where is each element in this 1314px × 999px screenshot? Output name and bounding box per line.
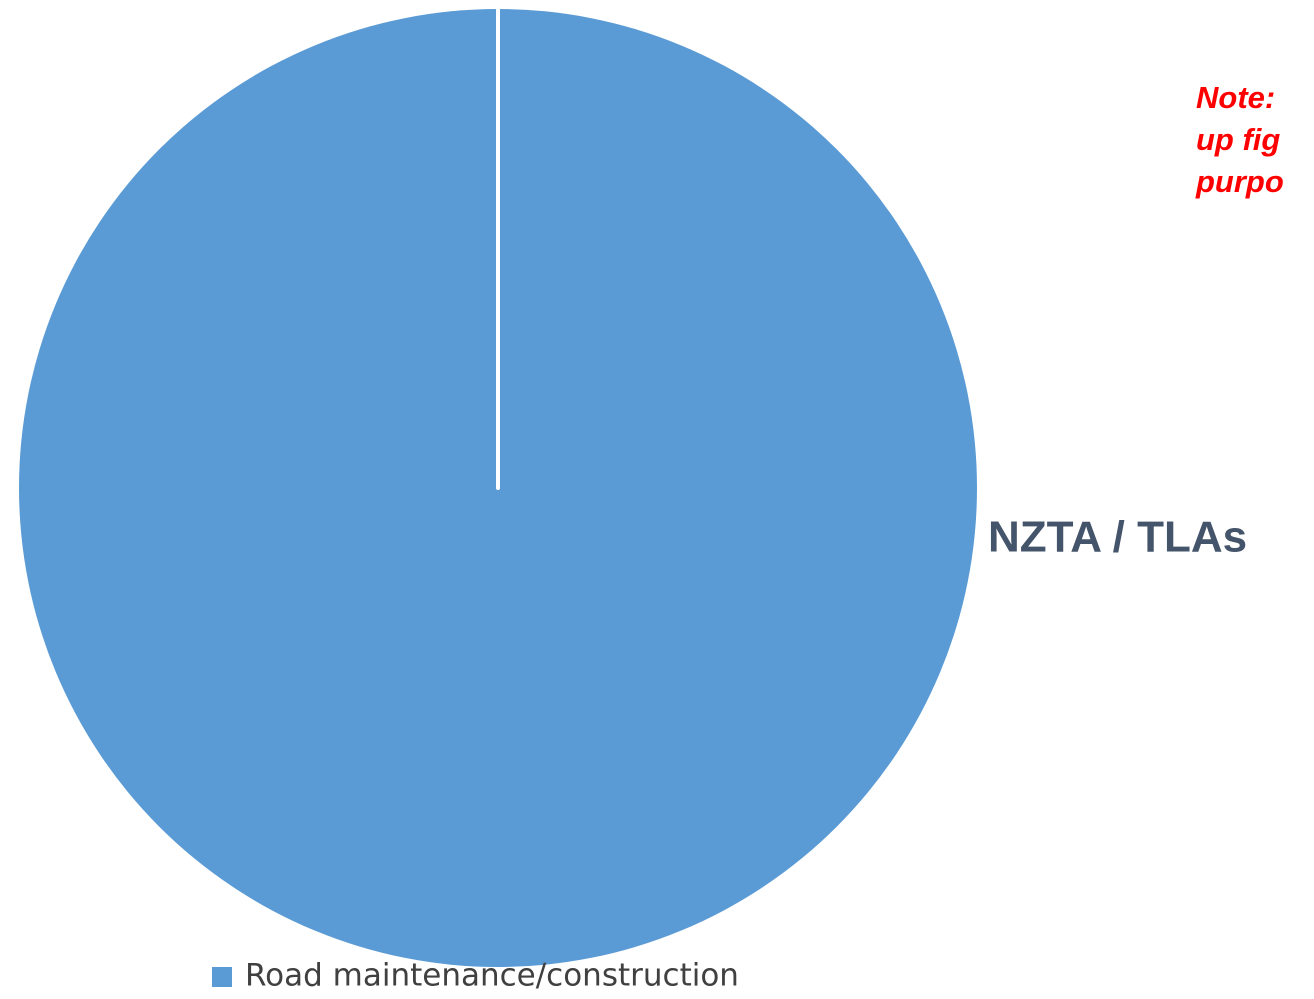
legend-swatch bbox=[212, 967, 232, 987]
note-line: up fig bbox=[1196, 122, 1280, 157]
chart-label: NZTA / TLAs bbox=[988, 513, 1247, 562]
legend-label: Road maintenance/construction bbox=[245, 958, 739, 994]
note-line: Note: bbox=[1196, 80, 1275, 115]
note-line: purpo bbox=[1195, 164, 1284, 199]
